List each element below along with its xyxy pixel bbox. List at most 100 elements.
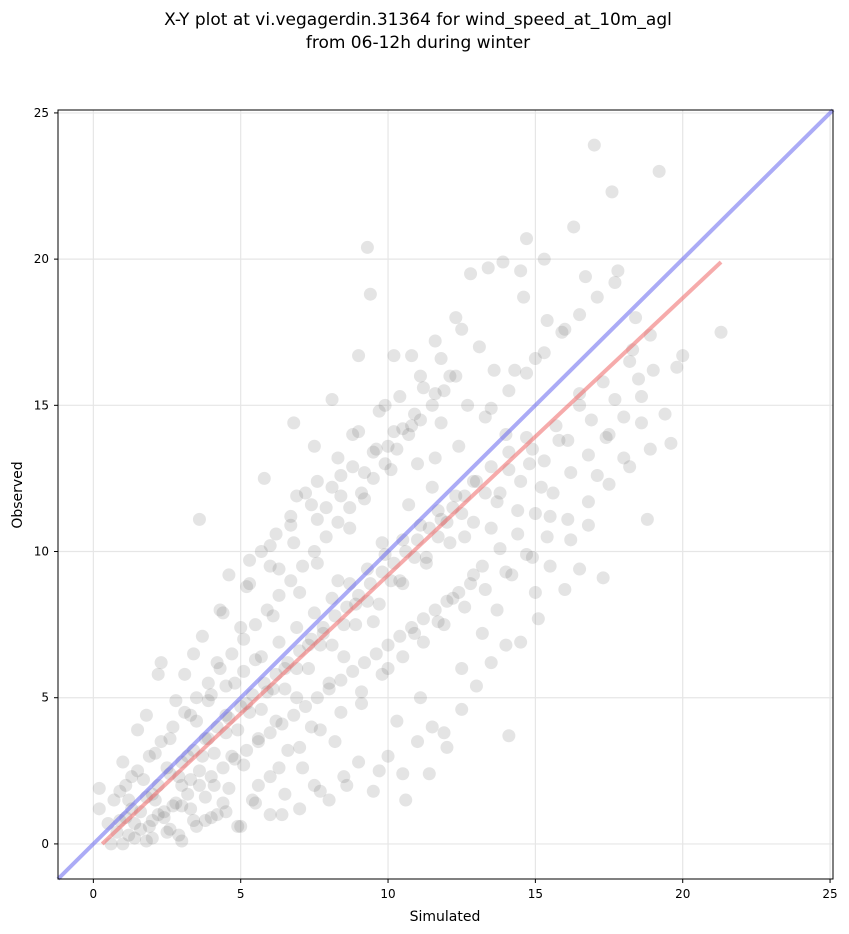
data-point	[310, 691, 324, 705]
data-point	[461, 398, 475, 412]
data-point	[254, 702, 268, 716]
data-point	[237, 758, 251, 772]
data-point	[499, 565, 513, 579]
data-point	[396, 767, 410, 781]
data-point	[440, 740, 454, 754]
data-point	[443, 369, 457, 383]
data-point	[561, 512, 575, 526]
data-point	[290, 489, 304, 503]
data-point	[210, 808, 224, 822]
data-point	[608, 276, 622, 290]
data-point	[366, 784, 380, 798]
data-point	[428, 334, 442, 348]
data-point	[646, 363, 660, 377]
data-point	[307, 439, 321, 453]
data-point	[366, 615, 380, 629]
data-point	[131, 764, 145, 778]
data-point	[331, 451, 345, 465]
data-point	[475, 626, 489, 640]
data-point	[184, 802, 198, 816]
data-point	[293, 740, 307, 754]
data-point	[525, 442, 539, 456]
data-point	[254, 650, 268, 664]
data-point	[346, 428, 360, 442]
data-point	[564, 466, 578, 480]
data-point	[184, 773, 198, 787]
data-point	[116, 837, 130, 851]
data-point	[664, 436, 678, 450]
data-point	[419, 556, 433, 570]
data-point	[670, 360, 684, 374]
data-point	[455, 322, 469, 336]
data-point	[399, 793, 413, 807]
x-tick-label: 10	[380, 887, 395, 901]
data-point	[198, 814, 212, 828]
data-point	[307, 606, 321, 620]
data-point	[163, 822, 177, 836]
data-point	[243, 577, 257, 591]
data-point	[240, 743, 254, 757]
data-point	[517, 290, 531, 304]
data-point	[263, 770, 277, 784]
data-point	[381, 749, 395, 763]
data-point	[490, 495, 504, 509]
data-point	[251, 735, 265, 749]
data-point	[343, 521, 357, 535]
data-point	[416, 612, 430, 626]
data-point	[428, 387, 442, 401]
data-point	[425, 398, 439, 412]
data-point	[372, 404, 386, 418]
data-point	[587, 138, 601, 152]
data-point	[543, 559, 557, 573]
data-point	[304, 720, 318, 734]
data-point	[573, 562, 587, 576]
data-point	[393, 390, 407, 404]
data-point	[405, 349, 419, 363]
data-point	[443, 536, 457, 550]
data-point	[272, 635, 286, 649]
data-point	[458, 600, 472, 614]
data-point	[172, 828, 186, 842]
data-point	[505, 568, 519, 582]
data-point	[581, 448, 595, 462]
data-point	[573, 398, 587, 412]
data-point	[449, 489, 463, 503]
data-point	[222, 781, 236, 795]
data-point	[310, 556, 324, 570]
data-point	[352, 425, 366, 439]
data-point	[139, 708, 153, 722]
data-point	[237, 664, 251, 678]
data-point	[464, 577, 478, 591]
data-point	[360, 240, 374, 254]
y-axis-label: Observed	[10, 461, 26, 528]
data-point	[458, 530, 472, 544]
data-point	[413, 691, 427, 705]
data-point	[198, 790, 212, 804]
data-point	[537, 454, 551, 468]
data-point	[231, 723, 245, 737]
x-tick-label: 15	[528, 887, 543, 901]
data-point	[334, 705, 348, 719]
data-point	[349, 618, 363, 632]
data-point	[375, 667, 389, 681]
data-point	[189, 819, 203, 833]
x-tick-label: 20	[675, 887, 690, 901]
data-point	[422, 767, 436, 781]
data-point	[381, 439, 395, 453]
data-point	[225, 647, 239, 661]
data-point	[408, 626, 422, 640]
data-point	[484, 460, 498, 474]
data-point	[287, 708, 301, 722]
data-point	[623, 460, 637, 474]
data-point	[248, 618, 262, 632]
data-point	[393, 629, 407, 643]
data-point	[352, 755, 366, 769]
data-point	[411, 735, 425, 749]
data-point	[301, 661, 315, 675]
data-point	[263, 559, 277, 573]
data-point	[437, 726, 451, 740]
data-point	[446, 591, 460, 605]
data-point	[228, 676, 242, 690]
y-tick-label: 25	[34, 106, 49, 120]
data-point	[337, 770, 351, 784]
